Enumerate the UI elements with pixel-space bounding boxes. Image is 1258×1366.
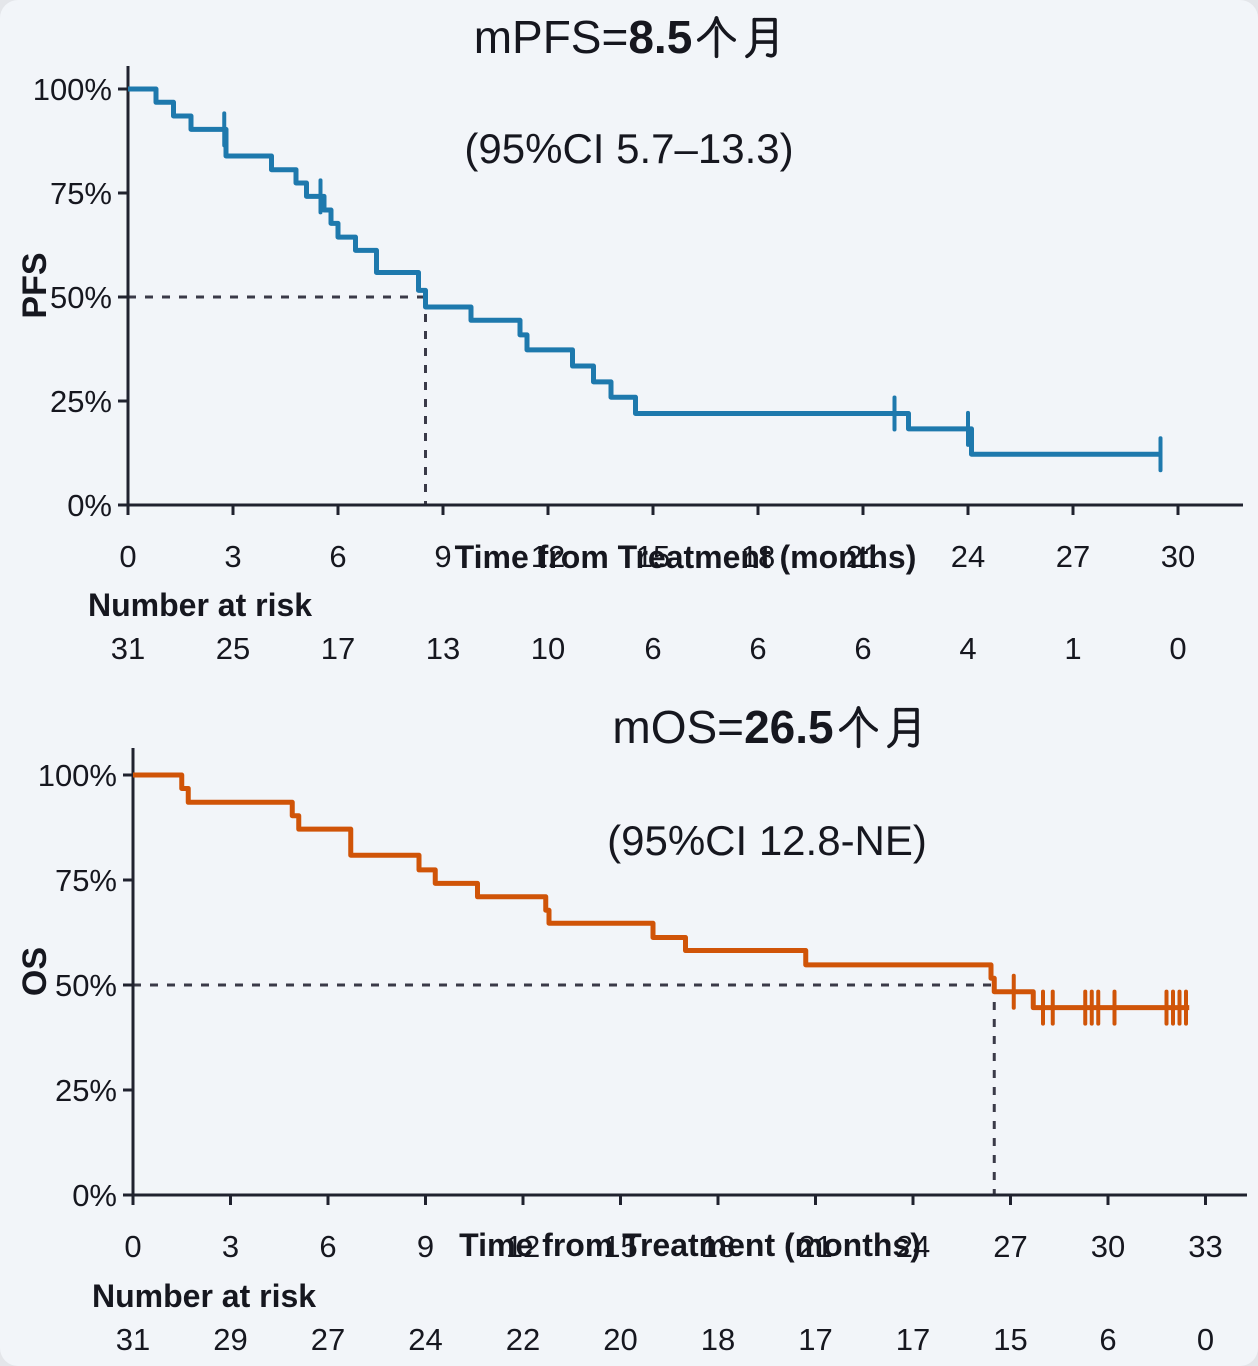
- os-risk-count: 31: [116, 1322, 150, 1357]
- pfs-x-tick-label: 12: [531, 539, 565, 574]
- cjk-glyph: [886, 707, 919, 749]
- os-survival-curve: [133, 772, 1190, 1011]
- os-risk-count: 15: [993, 1322, 1027, 1357]
- os-x-tick-label: 3: [222, 1229, 239, 1264]
- pfs-x-axis-title: Time from Treatment (months): [455, 539, 917, 575]
- os-x-tick-label: 12: [506, 1229, 540, 1264]
- pfs-x-tick-label: 3: [224, 539, 241, 574]
- os-risk-count: 17: [896, 1322, 930, 1357]
- pfs-y-tick-label: 0%: [67, 488, 112, 523]
- pfs-x-tick-label: 15: [636, 539, 670, 574]
- os-y-axis-title: OS: [16, 947, 54, 996]
- os-y-tick-label: 25%: [55, 1073, 117, 1108]
- pfs-x-tick-label: 27: [1056, 539, 1090, 574]
- pfs-x-tick-label: 6: [329, 539, 346, 574]
- os-x-tick-label: 6: [319, 1229, 336, 1264]
- pfs-y-tick-label: 25%: [50, 384, 112, 419]
- pfs-risk-count: 17: [321, 631, 355, 666]
- pfs-y-tick-label: 75%: [50, 176, 112, 211]
- os-risk-count: 18: [701, 1322, 735, 1357]
- pfs-risk-count: 0: [1169, 631, 1186, 666]
- os-subtitle: (95%CI 12.8-NE): [607, 817, 927, 864]
- os-title-prefix: mOS=: [612, 701, 745, 753]
- pfs-x-tick-label: 21: [846, 539, 880, 574]
- os-risk-count: 6: [1099, 1322, 1116, 1357]
- pfs-risk-count: 1: [1064, 631, 1081, 666]
- pfs-x-tick-label: 24: [951, 539, 985, 574]
- pfs-risk-count: 25: [216, 631, 250, 666]
- os-x-tick-label: 9: [417, 1229, 434, 1264]
- os-risk-count: 0: [1197, 1322, 1214, 1357]
- pfs-risk-count: 31: [111, 631, 145, 666]
- pfs-subtitle: (95%CI 5.7–13.3): [464, 125, 794, 172]
- pfs-x-tick-label: 18: [741, 539, 775, 574]
- pfs-y-tick-label: 100%: [33, 72, 112, 107]
- os-risk-count: 17: [798, 1322, 832, 1357]
- pfs-risk-count: 10: [531, 631, 565, 666]
- os-risk-count: 22: [506, 1322, 540, 1357]
- os-x-tick-label: 30: [1091, 1229, 1125, 1264]
- cjk-glyph: [697, 16, 737, 59]
- pfs-risk-count: 13: [426, 631, 460, 666]
- pfs-x-tick-label: 9: [434, 539, 451, 574]
- os-x-tick-label: 33: [1188, 1229, 1222, 1264]
- pfs-x-tick-label: 0: [119, 539, 136, 574]
- os-y-tick-label: 50%: [55, 968, 117, 1003]
- pfs-title: mPFS=8.5: [0, 12, 1258, 63]
- cjk-glyph: [745, 17, 778, 59]
- os-x-tick-label: 0: [124, 1229, 141, 1264]
- pfs-risk-count: 6: [749, 631, 766, 666]
- os-x-tick-label: 18: [701, 1229, 735, 1264]
- pfs-survival-curve: [128, 86, 1161, 457]
- os-x-axis-title: Time from Treatment (months): [459, 1227, 921, 1263]
- pfs-risk-header: Number at risk: [88, 587, 312, 623]
- pfs-title-prefix: mPFS=: [473, 11, 629, 63]
- os-y-tick-label: 0%: [72, 1178, 117, 1213]
- os-risk-count: 27: [311, 1322, 345, 1357]
- os-title: mOS=26.5: [140, 702, 1258, 753]
- pfs-risk-count: 6: [854, 631, 871, 666]
- os-x-tick-label: 15: [603, 1229, 637, 1264]
- os-risk-count: 24: [408, 1322, 442, 1357]
- pfs-risk-count: 6: [644, 631, 661, 666]
- pfs-y-axis-title: PFS: [16, 252, 54, 318]
- os-risk-count: 29: [213, 1322, 247, 1357]
- pfs-y-tick-label: 50%: [50, 280, 112, 315]
- os-x-tick-label: 24: [896, 1229, 930, 1264]
- os-y-tick-label: 100%: [38, 758, 117, 793]
- os-y-tick-label: 75%: [55, 863, 117, 898]
- os-x-tick-label: 27: [993, 1229, 1027, 1264]
- os-x-tick-label: 21: [798, 1229, 832, 1264]
- os-risk-count: 20: [603, 1322, 637, 1357]
- cjk-glyph: [838, 706, 878, 749]
- os-title-unit: [834, 701, 926, 753]
- pfs-x-tick-label: 30: [1161, 539, 1195, 574]
- pfs-risk-count: 4: [959, 631, 976, 666]
- os-title-value: 26.5: [744, 701, 834, 753]
- pfs-title-value: 8.5: [628, 11, 693, 63]
- pfs-title-unit: [692, 11, 784, 63]
- os-risk-header: Number at risk: [92, 1278, 316, 1314]
